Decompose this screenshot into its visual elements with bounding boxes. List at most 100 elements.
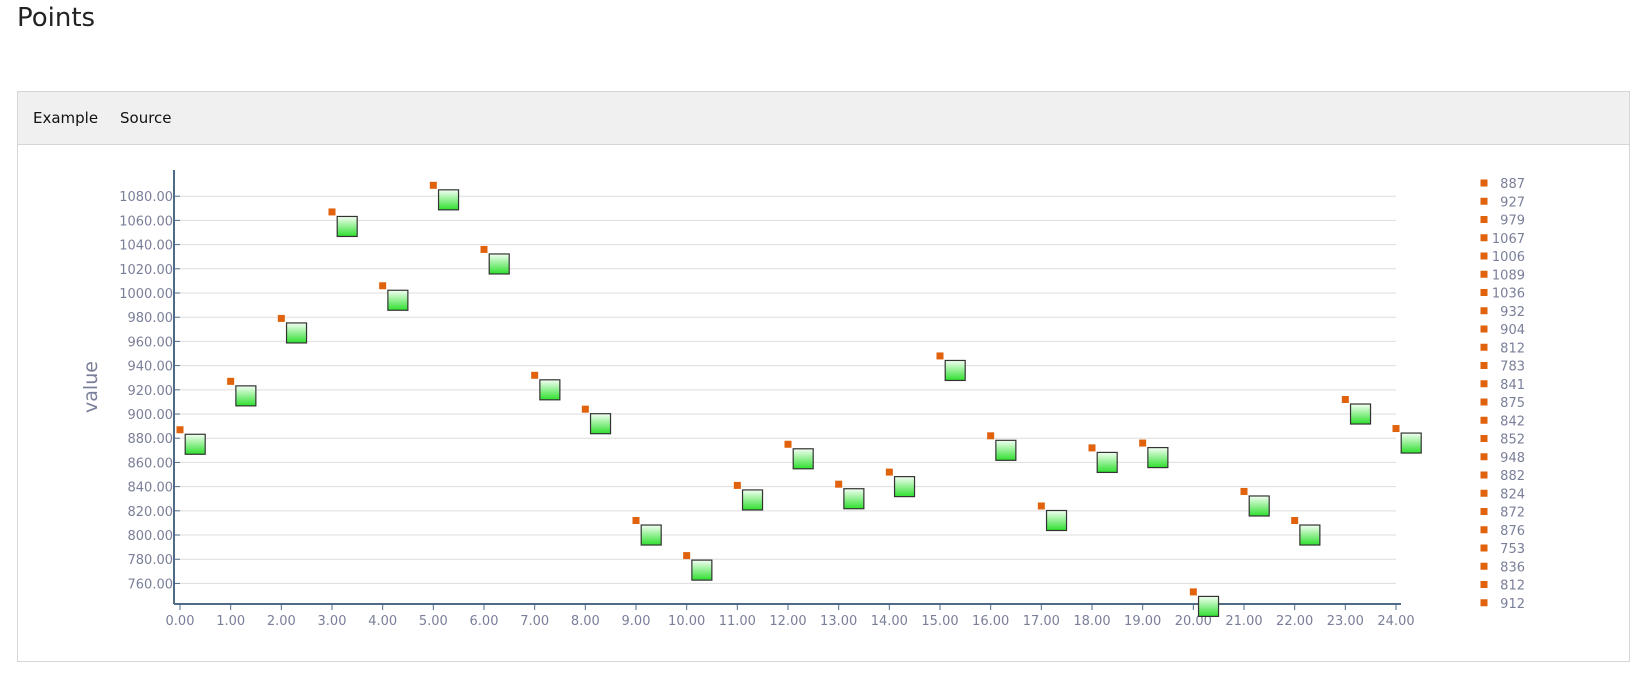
x-tick-label: 8.00 <box>571 614 600 629</box>
legend-marker <box>1480 234 1488 242</box>
y-tick-label: 980.00 <box>128 311 174 326</box>
legend-marker <box>1480 526 1488 534</box>
data-point-large <box>184 433 206 455</box>
page-title: Points <box>17 3 96 33</box>
legend-marker <box>1480 197 1488 205</box>
x-tick-label: 0.00 <box>166 614 195 629</box>
data-point-large <box>1400 432 1422 454</box>
data-point-large <box>336 215 358 238</box>
data-point-small <box>1037 502 1045 510</box>
x-tick-label: 15.00 <box>921 614 958 629</box>
y-tick-label: 800.00 <box>128 529 174 544</box>
y-tick-label: 840.00 <box>128 481 174 496</box>
legend-label: 1006 <box>1492 250 1525 265</box>
tab-example[interactable]: Example <box>33 109 99 127</box>
legend-marker <box>1480 581 1488 588</box>
x-tick-label: 4.00 <box>368 614 397 629</box>
data-point-small <box>1341 395 1349 403</box>
x-tick-label: 2.00 <box>267 614 296 629</box>
legend-marker <box>1480 471 1488 479</box>
legend-label: 882 <box>1500 469 1525 484</box>
legend-label: 783 <box>1500 360 1525 375</box>
data-point-small <box>733 481 741 489</box>
data-point-small <box>176 426 184 434</box>
legend-label: 912 <box>1500 597 1525 612</box>
x-tick-label: 23.00 <box>1327 614 1364 629</box>
y-tick-label: 1080.00 <box>119 190 173 205</box>
data-point-large <box>1096 451 1118 474</box>
x-tick-label: 14.00 <box>871 614 908 629</box>
y-tick-label: 860.00 <box>128 456 174 471</box>
legend-marker <box>1480 362 1488 369</box>
y-tick-label: 880.00 <box>128 432 174 447</box>
grid-lines <box>180 195 1396 584</box>
tab-source[interactable]: Source <box>120 109 172 127</box>
y-tick-label: 820.00 <box>128 505 174 520</box>
data-point-large <box>792 448 814 470</box>
legend: 887 927 979 1067 1006 1089 1036 932 904 812 783 841… <box>1480 177 1525 612</box>
data-point-small <box>1189 588 1197 596</box>
legend-marker <box>1480 380 1488 388</box>
x-tick-label: 24.00 <box>1377 614 1414 629</box>
legend-label: 836 <box>1500 560 1525 575</box>
data-point-large <box>285 322 308 344</box>
data-point-large <box>235 385 257 407</box>
data-point-large <box>995 439 1017 461</box>
data-point-large <box>843 488 865 510</box>
data-point-large <box>1147 446 1169 469</box>
legend-label: 979 <box>1500 214 1525 229</box>
data-point-small <box>1139 439 1147 447</box>
x-tick-label: 20.00 <box>1175 614 1212 629</box>
data-point-small <box>1392 425 1400 433</box>
legend-label: 1036 <box>1492 287 1525 302</box>
data-point-small <box>835 480 843 488</box>
legend-label: 1067 <box>1492 232 1525 247</box>
legend-label: 932 <box>1500 305 1525 320</box>
legend-label: 872 <box>1500 506 1525 521</box>
y-tick-label: 1060.00 <box>119 214 173 229</box>
x-tick-label: 5.00 <box>419 614 448 629</box>
data-marks <box>176 181 1422 618</box>
data-point-small <box>632 517 640 525</box>
legend-marker <box>1480 398 1488 406</box>
x-tick-label: 18.00 <box>1073 614 1110 629</box>
legend-label: 876 <box>1500 524 1525 539</box>
legend-label: 753 <box>1500 542 1525 557</box>
data-point-small <box>328 208 336 216</box>
legend-label: 948 <box>1500 451 1525 466</box>
example-panel: Example Source <box>17 91 1630 662</box>
x-tick-label: 16.00 <box>972 614 1009 629</box>
data-point-small <box>1088 444 1096 452</box>
data-point-small <box>227 377 235 385</box>
y-tick-label: 1000.00 <box>119 287 173 302</box>
legend-marker <box>1480 252 1488 260</box>
x-tick-label: 1.00 <box>216 614 245 629</box>
legend-marker <box>1480 343 1488 351</box>
legend-label: 1089 <box>1492 268 1525 283</box>
data-point-large <box>691 559 713 581</box>
data-point-small <box>531 371 539 379</box>
x-tick-label: 21.00 <box>1225 614 1262 629</box>
x-tick-label: 17.00 <box>1023 614 1060 629</box>
data-point-small <box>987 432 995 440</box>
y-tick-label: 940.00 <box>128 360 174 375</box>
legend-label: 887 <box>1500 177 1525 192</box>
x-tick-label: 22.00 <box>1276 614 1313 629</box>
data-point-small <box>683 552 691 560</box>
data-point-small <box>885 468 893 476</box>
data-point-large <box>1045 509 1068 532</box>
data-point-small <box>379 282 387 290</box>
data-point-large <box>1299 524 1321 546</box>
data-point-small <box>1291 517 1299 525</box>
data-point-large <box>539 379 561 401</box>
legend-marker <box>1480 289 1488 296</box>
data-point-small <box>1240 487 1248 495</box>
data-point-small <box>480 245 488 253</box>
y-tick-label: 900.00 <box>128 408 174 423</box>
legend-label: 904 <box>1500 323 1525 338</box>
legend-label: 875 <box>1500 396 1525 411</box>
legend-marker <box>1480 416 1488 424</box>
legend-marker <box>1480 489 1488 497</box>
legend-label: 812 <box>1500 579 1525 594</box>
